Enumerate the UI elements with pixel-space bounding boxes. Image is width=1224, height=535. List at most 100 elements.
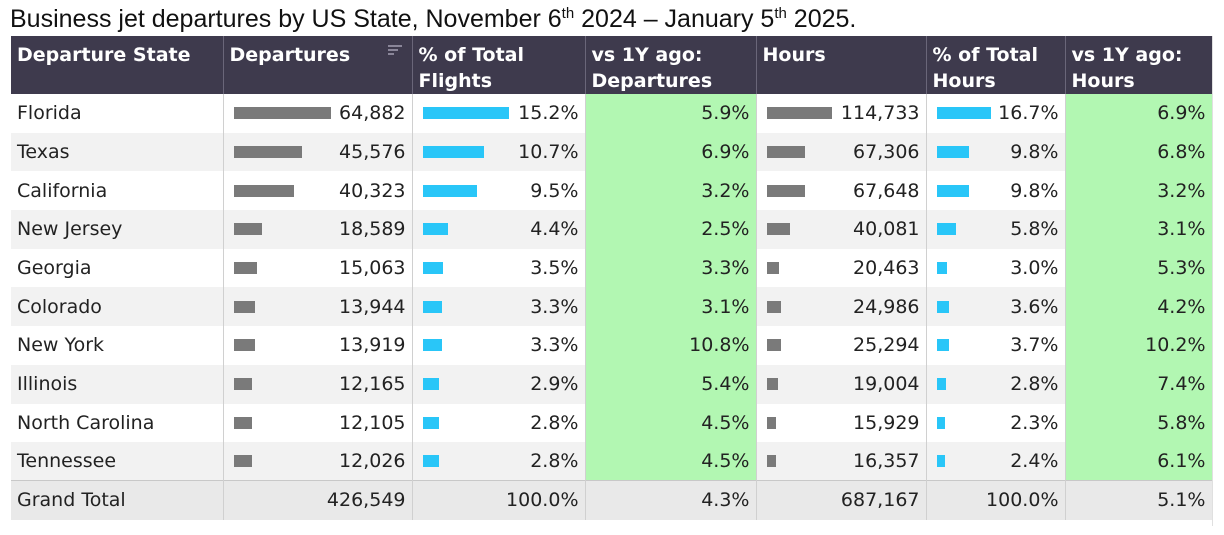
hours-bar (766, 107, 832, 120)
pct-flights-bar (422, 146, 484, 159)
table-row[interactable]: New York 13,919 3.3% 10.8% 25,294 3.7% 10.2% (11, 326, 1213, 365)
vs-departures-cell-value: 10.8% (689, 334, 750, 357)
vs-departures-cell: 4.5% (585, 403, 757, 443)
header-departures[interactable]: Departures (223, 36, 413, 94)
state-cell-value: Illinois (17, 373, 78, 396)
hours-cell-value: 67,648 (853, 179, 920, 202)
pct-hours-bar (936, 146, 969, 159)
vs-hours-cell-value: 5.8% (1157, 411, 1206, 434)
hours-cell: 40,081 (756, 210, 927, 249)
total-vs-hours-cell-value: 5.1% (1157, 489, 1206, 512)
hours-cell-value: 20,463 (853, 257, 920, 280)
pct-flights-cell-value: 4.4% (530, 218, 579, 241)
pct-hours-cell-value: 2.8% (1010, 373, 1059, 396)
vs-hours-cell-value: 6.1% (1157, 450, 1206, 473)
departures-cell: 40,323 (223, 171, 413, 211)
departures-cell: 64,882 (223, 94, 413, 133)
table-row[interactable]: Colorado 13,944 3.3% 3.1% 24,986 3.6% 4.2% (11, 287, 1213, 327)
vs-departures-cell: 10.8% (585, 326, 757, 365)
vs-departures-cell-value: 5.4% (701, 373, 750, 396)
state-cell: Colorado (11, 287, 224, 327)
hours-cell-value: 16,357 (853, 450, 920, 473)
table-row[interactable]: North Carolina 12,105 2.8% 4.5% 15,929 2.3% 5.… (11, 403, 1213, 443)
header-pct-flights[interactable]: % of Total Flights (412, 36, 586, 94)
vs-hours-cell: 6.8% (1065, 132, 1213, 172)
scrollbar[interactable] (1212, 36, 1221, 526)
hours-cell: 19,004 (756, 364, 927, 404)
table-row[interactable]: New Jersey 18,589 4.4% 2.5% 40,081 5.8% 3.1% (11, 210, 1213, 249)
table-row[interactable]: Georgia 15,063 3.5% 3.3% 20,463 3.0% 5.3% (11, 248, 1213, 288)
state-cell: North Carolina (11, 403, 224, 443)
vs-departures-cell-value: 3.2% (701, 179, 750, 202)
pct-hours-cell: 2.8% (926, 364, 1066, 404)
header-pct-hours[interactable]: % of Total Hours (926, 36, 1066, 94)
vs-departures-cell: 5.9% (585, 94, 757, 133)
table-row[interactable]: Florida 64,882 15.2% 5.9% 114,733 16.7% 6.9% (11, 94, 1213, 133)
pct-flights-cell: 2.8% (412, 403, 586, 443)
state-cell-value: Florida (17, 102, 82, 125)
departures-cell-value: 15,063 (339, 257, 406, 280)
sort-descending-icon[interactable] (387, 45, 402, 57)
state-cell: Georgia (11, 248, 224, 288)
pct-hours-bar (936, 378, 946, 391)
hours-cell-value: 67,306 (853, 141, 920, 164)
pct-hours-cell-value: 9.8% (1010, 141, 1059, 164)
pct-hours-cell: 2.3% (926, 403, 1066, 443)
state-cell: Illinois (11, 364, 224, 404)
state-cell-value: Tennessee (17, 450, 117, 473)
departures-cell: 45,576 (223, 132, 413, 172)
hours-cell: 15,929 (756, 403, 927, 443)
departures-bar (233, 107, 331, 120)
pct-hours-bar (936, 339, 949, 352)
departures-cell-value: 12,165 (339, 373, 406, 396)
pct-flights-cell: 2.9% (412, 364, 586, 404)
pct-flights-bar (422, 262, 443, 275)
vs-hours-cell: 3.1% (1065, 210, 1213, 249)
pct-hours-cell-value: 2.3% (1010, 411, 1059, 434)
pct-hours-bar (936, 416, 945, 429)
hours-bar (766, 378, 778, 391)
state-cell-value: New Jersey (17, 218, 123, 241)
hours-bar (766, 339, 781, 352)
pct-flights-bar (422, 184, 477, 197)
header-vs-departures[interactable]: vs 1Y ago: Departures (585, 36, 757, 94)
departures-bar (233, 262, 257, 275)
hours-bar (766, 262, 779, 275)
header-row: Departure State Departures % of Total Fli… (11, 36, 1212, 94)
pct-flights-bar (422, 378, 439, 391)
departures-cell-value: 18,589 (339, 218, 406, 241)
vs-hours-cell: 4.2% (1065, 287, 1213, 327)
pct-hours-cell: 3.6% (926, 287, 1066, 327)
hours-cell: 20,463 (756, 248, 927, 288)
total-pct-hours-cell: 100.0% (926, 480, 1066, 520)
departures-cell-value: 12,105 (339, 411, 406, 434)
vs-hours-cell-value: 5.3% (1157, 257, 1206, 280)
vs-hours-cell: 3.2% (1065, 171, 1213, 211)
hours-cell-value: 40,081 (853, 218, 920, 241)
table-row[interactable]: Texas 45,576 10.7% 6.9% 67,306 9.8% 6.8% (11, 132, 1213, 172)
header-hours[interactable]: Hours (756, 36, 927, 94)
total-vs-hours-cell: 5.1% (1065, 480, 1213, 520)
state-cell-value: Texas (17, 141, 70, 164)
state-cell: California (11, 171, 224, 211)
vs-hours-cell-value: 3.1% (1157, 218, 1206, 241)
vs-hours-cell-value: 4.2% (1157, 295, 1206, 318)
vs-hours-cell-value: 7.4% (1157, 373, 1206, 396)
pct-hours-bar (936, 107, 991, 120)
table-row[interactable]: California 40,323 9.5% 3.2% 67,648 9.8% 3.2% (11, 171, 1213, 211)
vs-departures-cell-value: 3.1% (701, 295, 750, 318)
pct-hours-cell-value: 5.8% (1010, 218, 1059, 241)
table-row[interactable]: Illinois 12,165 2.9% 5.4% 19,004 2.8% 7.4% (11, 364, 1213, 404)
pct-flights-bar (422, 416, 439, 429)
departures-bar (233, 339, 255, 352)
vs-hours-cell-value: 10.2% (1145, 334, 1206, 357)
table-row[interactable]: Tennessee 12,026 2.8% 4.5% 16,357 2.4% 6.1% (11, 442, 1213, 481)
pct-flights-cell: 3.3% (412, 326, 586, 365)
pct-flights-cell-value: 3.3% (530, 334, 579, 357)
departures-bar (233, 455, 252, 468)
state-cell: New York (11, 326, 224, 365)
departures-cell-value: 45,576 (339, 141, 406, 164)
header-departure-state[interactable]: Departure State (11, 36, 224, 94)
pct-hours-cell: 3.0% (926, 248, 1066, 288)
header-vs-hours[interactable]: vs 1Y ago: Hours (1065, 36, 1212, 94)
